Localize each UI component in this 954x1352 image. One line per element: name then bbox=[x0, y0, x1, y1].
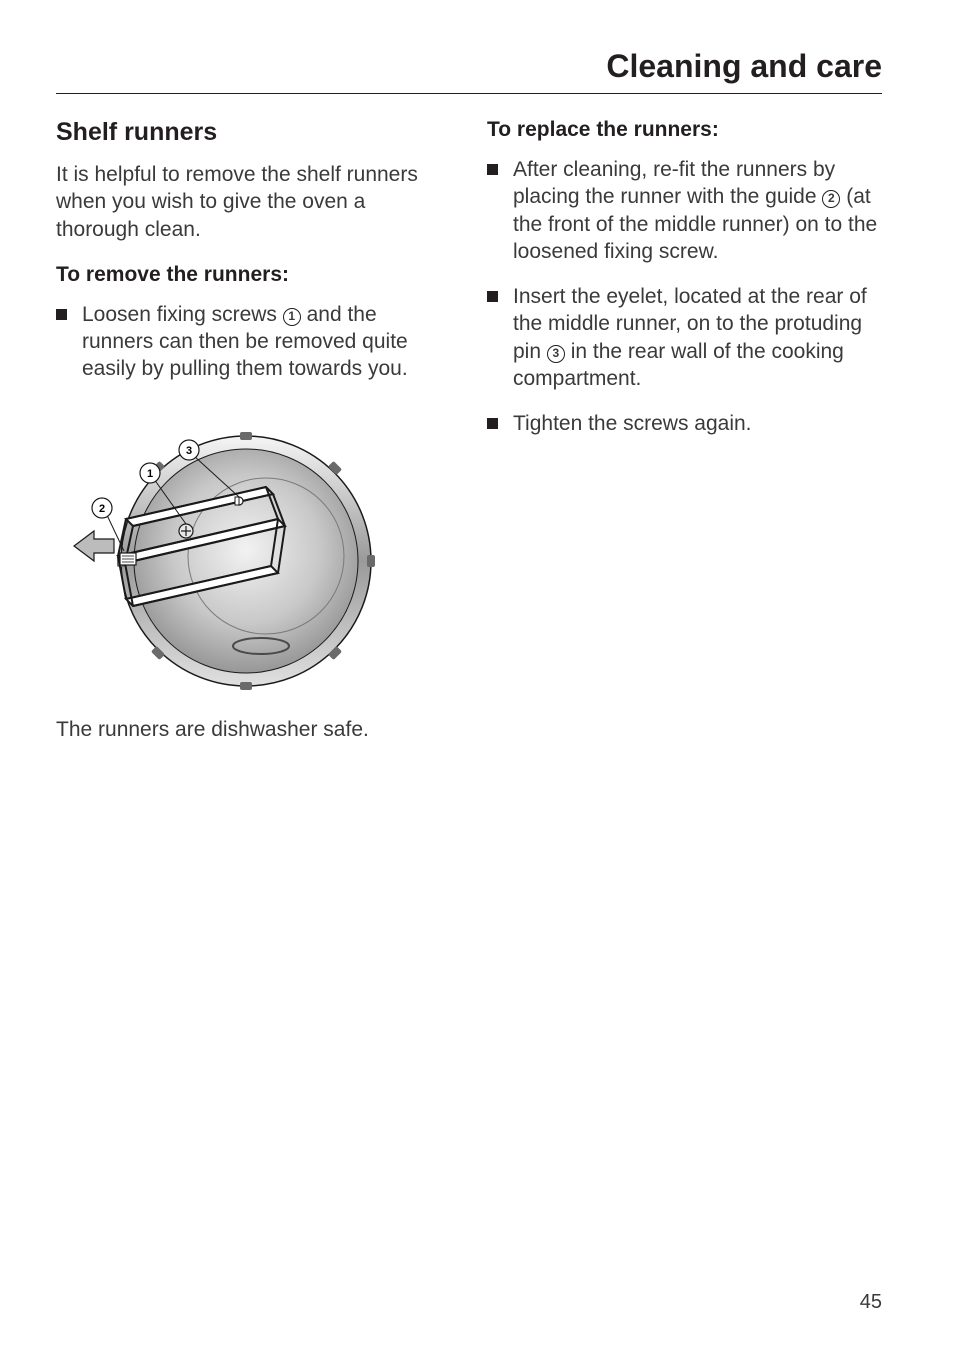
right-column: To replace the runners: After cleaning, … bbox=[487, 118, 882, 763]
dishwasher-note: The runners are dishwasher safe. bbox=[56, 716, 451, 743]
remove-item-pre: Loosen fixing screws bbox=[82, 303, 283, 326]
ref-2-icon: 2 bbox=[822, 190, 840, 208]
diagram-callout-1: 1 bbox=[147, 468, 153, 480]
oven-runner-diagram: 1 2 3 bbox=[56, 401, 451, 696]
page-title: Cleaning and care bbox=[56, 48, 882, 94]
section-heading-shelf-runners: Shelf runners bbox=[56, 118, 451, 147]
ref-1-icon: 1 bbox=[283, 308, 301, 326]
replace-item-3-text: Tighten the screws again. bbox=[513, 412, 752, 435]
diagram-callout-2: 2 bbox=[99, 503, 105, 515]
left-column: Shelf runners It is helpful to remove th… bbox=[56, 118, 451, 763]
replace-item-2: Insert the eyelet, located at the rear o… bbox=[487, 283, 882, 392]
replace-list: After cleaning, re-fit the runners by pl… bbox=[487, 156, 882, 438]
remove-item: Loosen fixing screws 1 and the runners c… bbox=[56, 301, 451, 383]
replace-item-3: Tighten the screws again. bbox=[487, 410, 882, 437]
replace-heading: To replace the runners: bbox=[487, 118, 882, 142]
replace-item-1-pre: After cleaning, re-fit the runners by pl… bbox=[513, 158, 835, 208]
remove-list: Loosen fixing screws 1 and the runners c… bbox=[56, 301, 451, 383]
content-columns: Shelf runners It is helpful to remove th… bbox=[56, 118, 882, 763]
ref-3-icon: 3 bbox=[547, 345, 565, 363]
intro-text: It is helpful to remove the shelf runner… bbox=[56, 161, 451, 243]
replace-item-1: After cleaning, re-fit the runners by pl… bbox=[487, 156, 882, 265]
remove-heading: To remove the runners: bbox=[56, 263, 451, 287]
page-number: 45 bbox=[860, 1291, 882, 1314]
diagram-callout-3: 3 bbox=[186, 445, 192, 457]
